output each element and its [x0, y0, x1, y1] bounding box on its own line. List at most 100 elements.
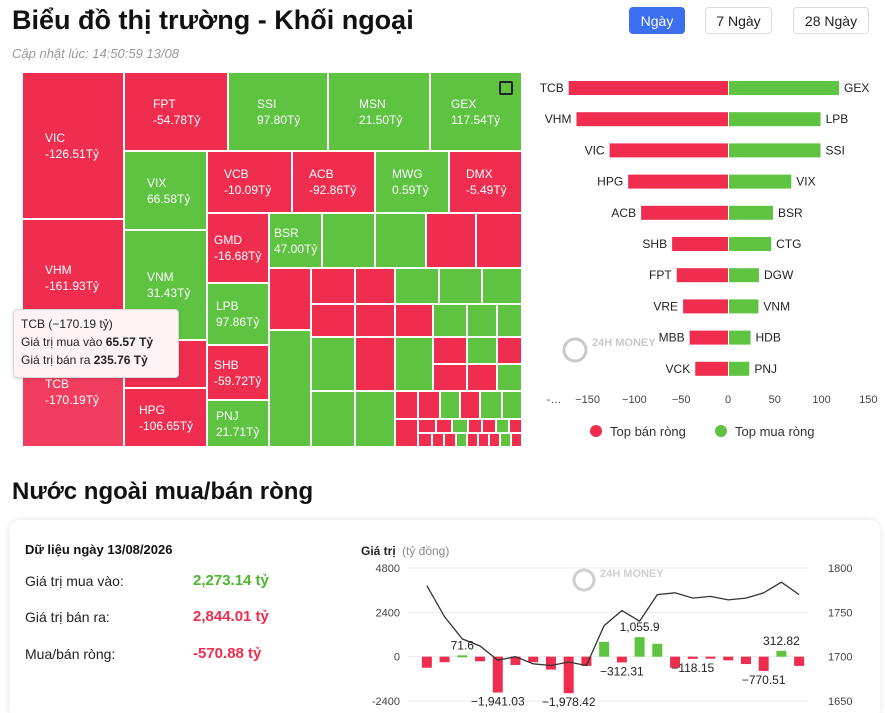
tile-small[interactable]	[355, 268, 395, 304]
tile-small[interactable]	[467, 304, 497, 337]
tile-acb[interactable]: ACB -92.86Tỷ	[292, 151, 375, 213]
tile-small[interactable]	[433, 364, 467, 391]
tile-small[interactable]	[496, 419, 509, 433]
tile-small[interactable]	[476, 213, 522, 268]
seller-bar	[609, 143, 728, 158]
buyer-bar	[729, 330, 751, 345]
tile-small[interactable]	[269, 330, 311, 447]
tile-hpg[interactable]: HPG -106.65Tỷ	[124, 388, 207, 447]
tile-pnj[interactable]: PNJ 21.71Tỷ	[207, 400, 269, 447]
data-label: 1,055.9	[620, 620, 660, 634]
tile-small[interactable]	[509, 419, 522, 433]
tile-small[interactable]	[433, 304, 467, 337]
watermark-logo: 24H MONEY	[572, 568, 664, 592]
watermark-text: 24H MONEY	[592, 337, 656, 349]
net-bar	[758, 656, 769, 671]
tile-small[interactable]	[452, 419, 468, 433]
tile-small[interactable]	[456, 433, 467, 447]
tab-day[interactable]: Ngày	[629, 7, 685, 34]
tile-shb[interactable]: SHB -59.72Tỷ	[207, 345, 269, 400]
buyer-bar	[729, 299, 759, 314]
y-tick-left: 2400	[376, 607, 400, 619]
tile-small[interactable]	[395, 419, 418, 447]
tile-small[interactable]	[440, 391, 460, 419]
tile-small[interactable]	[355, 391, 395, 447]
tile-small[interactable]	[468, 419, 482, 433]
seller-bar	[672, 237, 728, 251]
tile-mwg[interactable]: MWG 0.59Tỷ	[375, 151, 449, 213]
tile-small[interactable]	[395, 391, 418, 419]
tile-small[interactable]	[502, 391, 522, 419]
tile-small[interactable]	[426, 213, 476, 268]
buyer-bar	[729, 205, 773, 220]
tile-gmd[interactable]: GMD -16.68Tỷ	[207, 213, 269, 283]
tile-small[interactable]	[467, 337, 497, 364]
tile-small[interactable]	[482, 419, 496, 433]
expand-icon[interactable]	[499, 81, 513, 95]
tile-small[interactable]	[467, 433, 478, 447]
tile-vic[interactable]: VIC -126.51Tỷ	[22, 72, 124, 219]
tile-small[interactable]	[439, 268, 482, 304]
tile-small[interactable]	[497, 304, 522, 337]
x-tick: -…	[547, 394, 562, 406]
tile-small[interactable]	[467, 364, 497, 391]
tile-dmx[interactable]: DMX -5.49Tỷ	[449, 151, 522, 213]
tile-small[interactable]	[460, 391, 480, 419]
seller-label: VRE	[653, 299, 678, 313]
data-label: −770.51	[742, 673, 786, 687]
tile-small[interactable]	[355, 337, 395, 391]
tile-small[interactable]	[497, 337, 522, 364]
seller-label: VHM	[545, 112, 572, 126]
tile-lpb[interactable]: LPB 97.86Tỷ	[207, 283, 269, 345]
tile-small[interactable]	[311, 391, 355, 447]
tile-small[interactable]	[497, 364, 522, 391]
tile-small[interactable]	[489, 433, 500, 447]
tile-ssi[interactable]: SSI 97.80Tỷ	[228, 72, 328, 151]
tile-small[interactable]	[311, 304, 355, 337]
tile-gex[interactable]: GEX 117.54Tỷ	[430, 72, 522, 151]
y-tick-right: 1700	[828, 652, 852, 664]
buyer-bar	[729, 174, 792, 189]
tile-small[interactable]	[432, 433, 444, 447]
tile-small[interactable]	[395, 304, 433, 337]
tile-small[interactable]	[355, 304, 395, 337]
buyer-label: PNJ	[754, 362, 777, 376]
tile-small[interactable]	[269, 268, 311, 330]
tile-small[interactable]	[444, 433, 456, 447]
net-bar	[545, 656, 556, 670]
tile-small[interactable]	[375, 213, 426, 268]
tab-7-days[interactable]: 7 Ngày	[705, 7, 772, 34]
tile-small[interactable]	[311, 268, 355, 304]
tile-msn[interactable]: MSN 21.50Tỷ	[328, 72, 430, 151]
buyer-label: VNM	[763, 299, 790, 313]
tile-small[interactable]	[311, 337, 355, 391]
seller-bar	[676, 268, 728, 283]
seller-bar	[641, 205, 728, 220]
tile-vix[interactable]: VIX 66.58Tỷ	[124, 151, 207, 230]
seller-label: MBB	[659, 331, 685, 345]
seller-label: TCB	[540, 81, 564, 95]
tile-small[interactable]	[482, 268, 522, 304]
chart-yunit: (tỷ đồng)	[402, 544, 449, 558]
y-tick-left: 0	[394, 652, 400, 664]
tile-small[interactable]	[433, 337, 467, 364]
tile-small[interactable]	[418, 433, 432, 447]
tile-small[interactable]	[322, 213, 375, 268]
tab-28-days[interactable]: 28 Ngày	[793, 7, 869, 34]
tile-small[interactable]	[500, 433, 511, 447]
tile-small[interactable]	[418, 391, 440, 419]
tile-fpt[interactable]: FPT -54.78Tỷ	[124, 72, 228, 151]
data-label: −1,941.03	[471, 695, 525, 709]
tile-small[interactable]	[395, 337, 433, 391]
tile-vcb[interactable]: VCB -10.09Tỷ	[207, 151, 292, 213]
tile-small[interactable]	[511, 433, 522, 447]
legend-marker	[715, 425, 727, 437]
tile-bsr[interactable]: BSR 47.00Tỷ	[269, 213, 322, 268]
tile-small[interactable]	[478, 433, 489, 447]
watermark-text: 24H MONEY	[600, 568, 664, 580]
x-tick: −100	[622, 394, 647, 406]
tile-small[interactable]	[436, 419, 452, 433]
tile-small[interactable]	[395, 268, 439, 304]
tile-small[interactable]	[480, 391, 502, 419]
tile-small[interactable]	[418, 419, 436, 433]
